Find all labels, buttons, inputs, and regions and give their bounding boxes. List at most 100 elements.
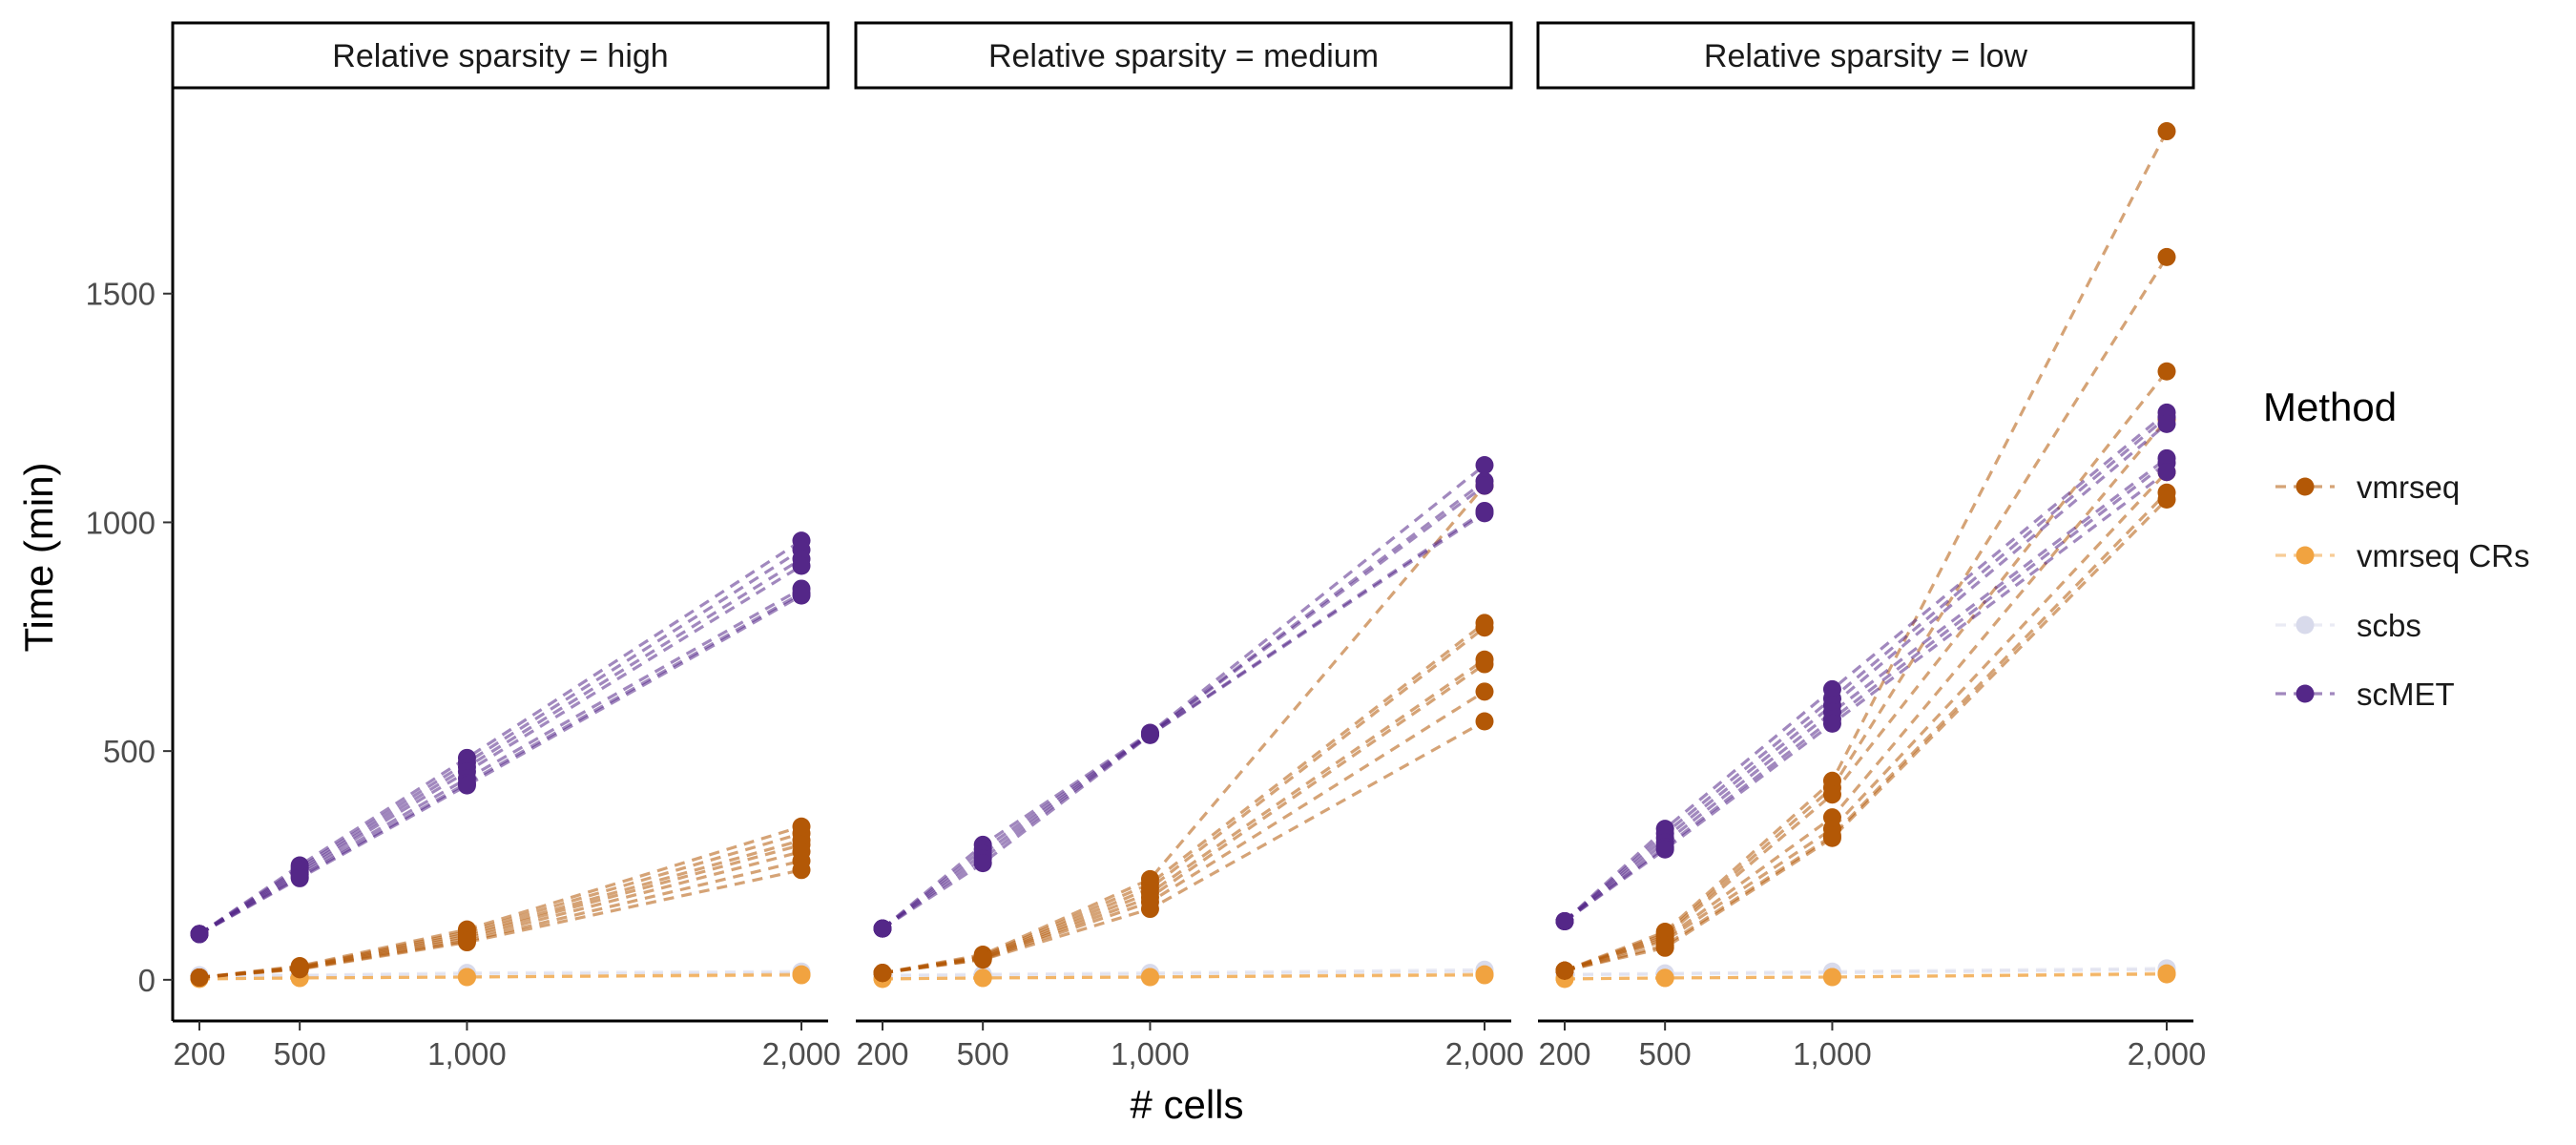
data-point bbox=[1475, 456, 1494, 475]
data-point bbox=[973, 968, 992, 988]
series-vmrseq bbox=[190, 817, 811, 987]
facet-medium: Relative sparsity = medium 200 500 1,000 2,0… bbox=[854, 21, 1525, 1072]
data-point bbox=[457, 968, 476, 987]
data-point bbox=[1822, 828, 1841, 847]
x-tick-label: 2,000 bbox=[1445, 1036, 1525, 1072]
series-vmrseq-crs bbox=[1555, 964, 2176, 989]
legend-label: scbs bbox=[2357, 608, 2421, 643]
data-point bbox=[1655, 938, 1674, 957]
legend-point bbox=[2296, 477, 2315, 496]
series-line bbox=[882, 973, 1485, 981]
series-scmet bbox=[873, 456, 1494, 938]
series-line bbox=[198, 587, 802, 936]
series-line bbox=[882, 662, 1485, 975]
data-point bbox=[2157, 965, 2176, 984]
legend-point bbox=[2296, 684, 2315, 703]
series-line bbox=[198, 539, 802, 936]
legend-point bbox=[2296, 546, 2315, 565]
series-vmrseq-crs bbox=[190, 965, 811, 989]
data-point bbox=[1475, 655, 1494, 674]
series-scmet bbox=[1555, 403, 2176, 930]
data-point bbox=[1475, 712, 1494, 731]
series-line bbox=[198, 859, 802, 980]
data-point bbox=[973, 854, 992, 873]
series-line bbox=[198, 971, 802, 978]
data-point bbox=[457, 933, 476, 952]
y-tick-label: 0 bbox=[138, 963, 156, 998]
y-axis-title: Time (min) bbox=[16, 462, 61, 652]
legend-entry-vmrseq-crs: vmrseq CRs bbox=[2275, 538, 2530, 573]
facet-high: Relative sparsity = high 200 500 1,000 2,000 bbox=[171, 21, 841, 1072]
series-line bbox=[882, 485, 1486, 975]
legend-label: vmrseq bbox=[2357, 469, 2460, 505]
series-line bbox=[1564, 461, 2168, 923]
data-point bbox=[1555, 911, 1574, 930]
data-point bbox=[1822, 785, 1841, 804]
legend-label: vmrseq CRs bbox=[2357, 538, 2530, 573]
series-line bbox=[198, 548, 802, 936]
series-line bbox=[198, 973, 802, 981]
series-line bbox=[882, 480, 1485, 930]
series-line bbox=[1564, 491, 2169, 972]
data-point bbox=[1555, 961, 1574, 980]
facet-strip bbox=[1536, 21, 2195, 90]
series-line bbox=[198, 868, 802, 980]
y-tick-label: 1500 bbox=[86, 277, 156, 312]
series-line bbox=[198, 824, 802, 980]
series-line bbox=[882, 484, 1485, 930]
series-line bbox=[1564, 972, 2168, 981]
data-point bbox=[290, 868, 309, 887]
data-point bbox=[1655, 968, 1674, 988]
data-point bbox=[1140, 900, 1159, 919]
series-vmrseq-crs bbox=[873, 965, 1494, 989]
series-line bbox=[882, 969, 1485, 978]
facet-strip bbox=[854, 21, 1513, 90]
data-point bbox=[1822, 968, 1841, 987]
facet-low: Relative sparsity = low 200 500 1,000 2,000 bbox=[1536, 21, 2206, 1072]
data-point bbox=[1140, 725, 1159, 744]
data-point bbox=[1655, 840, 1674, 859]
series-line bbox=[1563, 415, 2169, 923]
series-scmet bbox=[190, 531, 811, 944]
data-point bbox=[2157, 414, 2176, 433]
data-point bbox=[2157, 489, 2176, 509]
facet-strip-label: Relative sparsity = medium bbox=[988, 38, 1379, 74]
series-line bbox=[1564, 470, 2169, 972]
data-point bbox=[190, 925, 209, 944]
data-point bbox=[973, 950, 992, 969]
legend-title: Method bbox=[2263, 385, 2397, 429]
y-tick-label: 500 bbox=[103, 734, 156, 769]
data-point bbox=[1140, 968, 1159, 987]
series-line bbox=[198, 564, 802, 936]
y-axis: 0 500 1000 1500 bbox=[86, 88, 175, 1021]
series-line bbox=[1564, 370, 2169, 972]
data-point bbox=[457, 776, 476, 795]
series-line bbox=[198, 557, 802, 936]
series-line bbox=[1564, 457, 2168, 923]
series-line bbox=[882, 626, 1485, 975]
series-line bbox=[882, 657, 1485, 975]
legend-entry-scmet: scMET bbox=[2275, 677, 2455, 712]
series-line bbox=[882, 511, 1485, 930]
legend-entry-vmrseq: vmrseq bbox=[2275, 469, 2460, 505]
facet-panels: Relative sparsity = high 200 500 1,000 2,000… bbox=[171, 21, 2206, 1072]
series-line bbox=[1564, 256, 2169, 972]
facet-strip bbox=[171, 21, 830, 90]
series-line bbox=[198, 843, 802, 980]
x-tick-label: 500 bbox=[957, 1036, 1009, 1072]
series-line bbox=[882, 621, 1485, 975]
data-point bbox=[1475, 682, 1494, 701]
series-line bbox=[1564, 418, 2169, 972]
series-scbs bbox=[873, 960, 1494, 986]
data-point bbox=[792, 861, 811, 880]
facet-strip-label: Relative sparsity = low bbox=[1704, 38, 2028, 74]
x-tick-label: 500 bbox=[1639, 1036, 1692, 1072]
x-axis-title: # cells bbox=[1130, 1082, 1243, 1127]
data-point bbox=[873, 964, 892, 983]
data-point bbox=[2157, 247, 2176, 266]
x-tick-label: 200 bbox=[1538, 1036, 1590, 1072]
series-line bbox=[882, 690, 1485, 975]
series-line bbox=[198, 592, 802, 936]
data-point bbox=[2157, 362, 2176, 381]
series-line bbox=[1564, 498, 2169, 972]
